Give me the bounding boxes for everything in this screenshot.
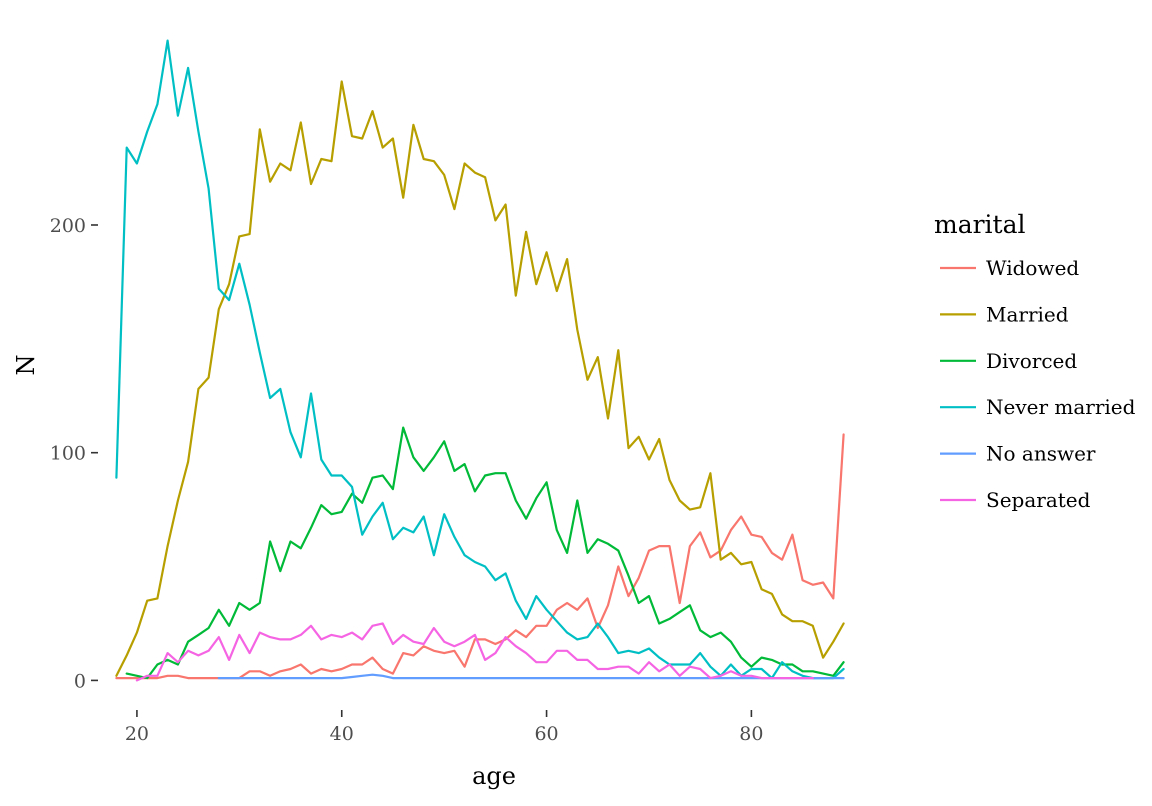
x-tick-label: 40 [330,723,354,745]
x-tick-label: 80 [739,723,763,745]
legend-label-separated: Separated [986,488,1091,512]
plot-area [115,39,845,682]
legend-title: marital [934,210,1026,239]
series-line-married [115,80,845,677]
legend-label-widowed: Widowed [986,256,1079,280]
x-tick-label: 20 [125,723,149,745]
series-line-separated [135,622,814,682]
legend-label-never-married: Never married [986,395,1136,419]
x-axis: 20 40 60 80 [125,710,763,745]
legend-label-married: Married [986,302,1069,326]
x-axis-title: age [472,762,516,790]
y-tick-label: 0 [74,670,86,692]
series-line-no-answer [217,673,845,680]
y-tick-label: 100 [50,443,86,465]
x-tick-label: 60 [534,723,558,745]
series-line-divorced [125,426,845,680]
legend-label-no-answer: No answer [986,442,1096,466]
legend: marital Widowed Married Divorced Never marr… [934,210,1136,512]
y-axis: 0 100 200 [50,215,98,692]
legend-label-divorced: Divorced [986,349,1077,373]
y-tick-label: 200 [50,215,86,237]
y-axis-title: N [12,355,40,376]
series-line-never-married [115,39,845,680]
